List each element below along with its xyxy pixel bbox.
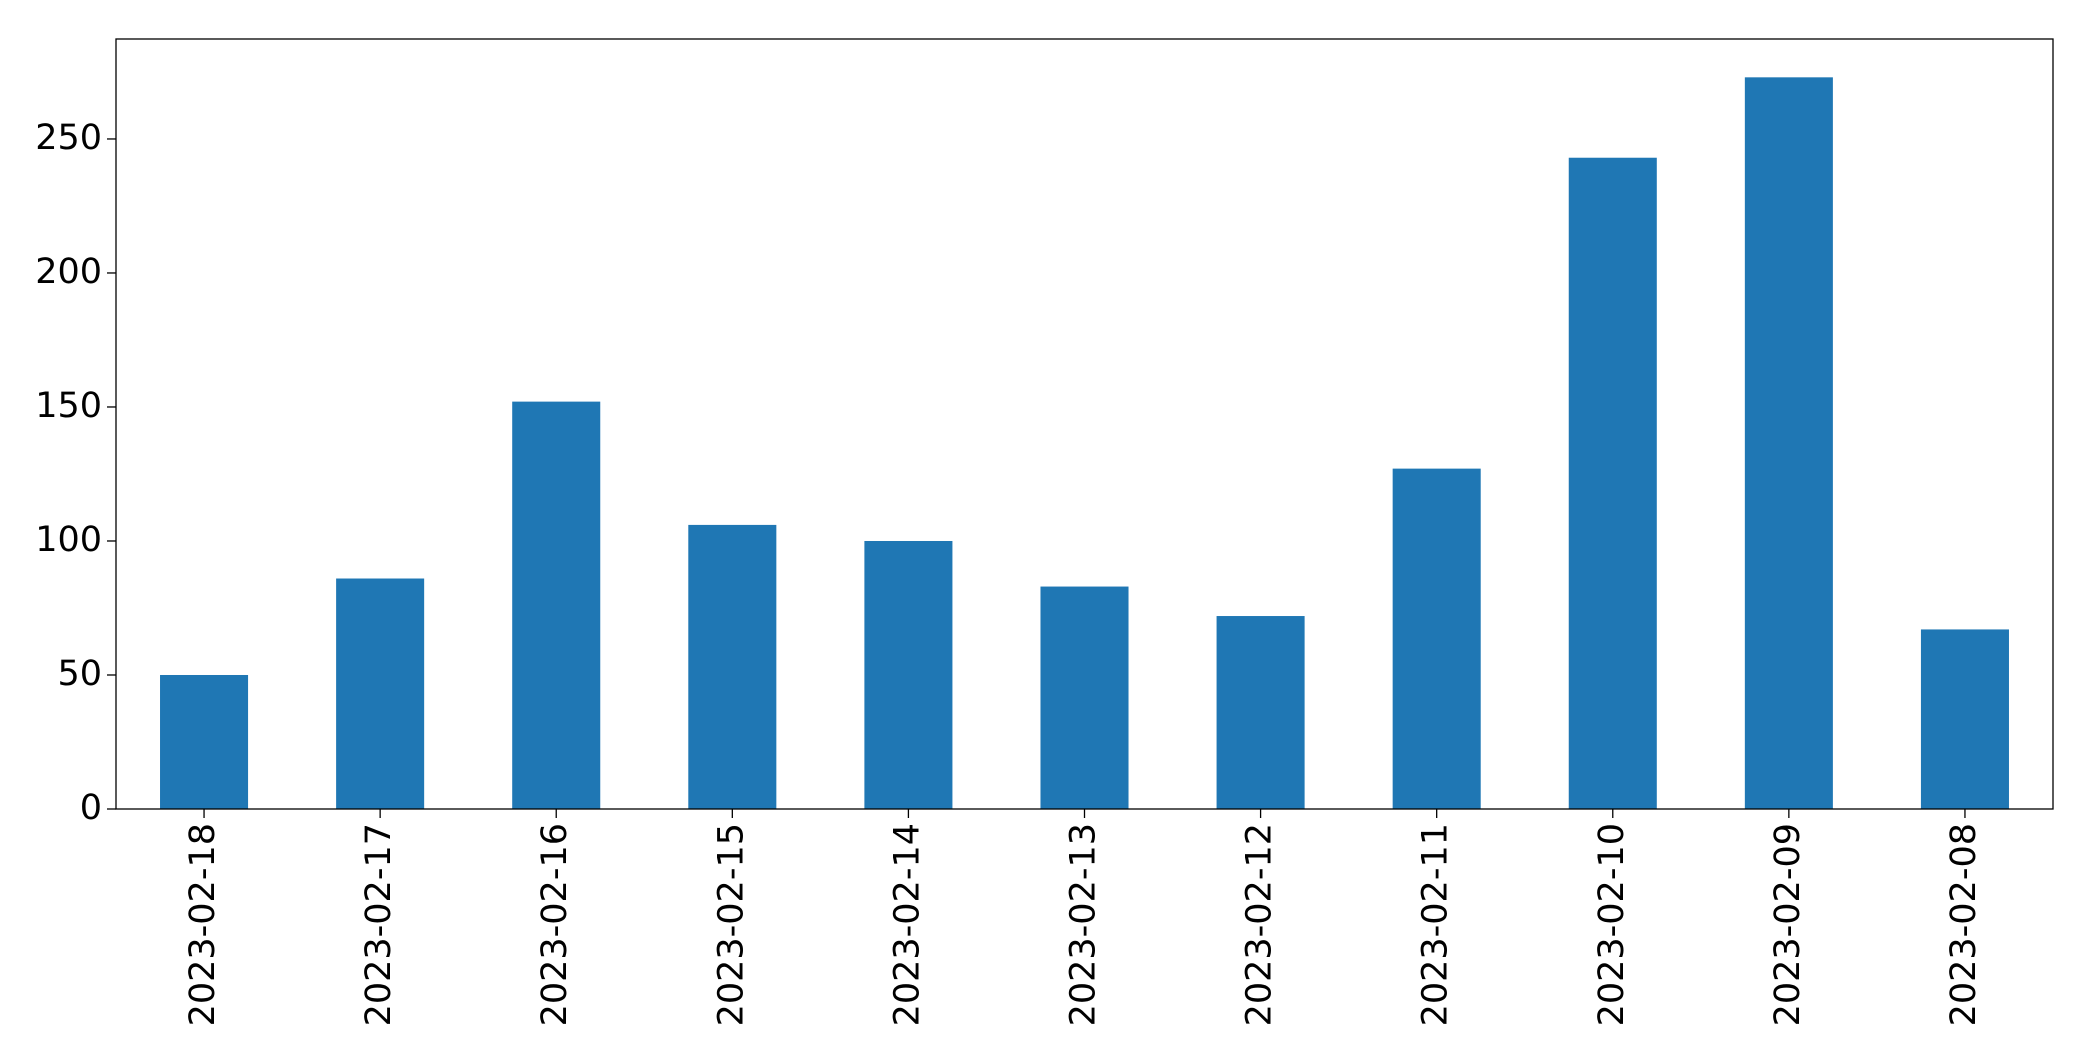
x-tick-label: 2023-02-08: [1944, 823, 1984, 1026]
x-tick-label: 2023-02-10: [1592, 823, 1632, 1026]
bar: [1040, 586, 1129, 809]
y-tick-label: 200: [35, 252, 102, 292]
x-tick-label: 2023-02-13: [1064, 823, 1104, 1026]
x-tick-label: 2023-02-12: [1240, 823, 1280, 1026]
plot-frame: [115, 38, 2054, 810]
x-tick-label: 2023-02-16: [535, 823, 575, 1026]
y-tick-label: 100: [35, 520, 102, 560]
y-tick-label: 0: [80, 788, 102, 828]
x-tick-label: 2023-02-18: [183, 823, 223, 1026]
x-tick-label: 2023-02-11: [1416, 823, 1456, 1026]
x-tick-label: 2023-02-17: [359, 823, 399, 1026]
y-tick-label: 150: [35, 386, 102, 426]
bar: [864, 540, 953, 809]
bar: [1568, 157, 1657, 809]
bar: [688, 524, 777, 809]
bar: [1392, 468, 1481, 809]
y-tick-label: 250: [35, 118, 102, 158]
bar: [1216, 616, 1305, 809]
bar: [160, 674, 249, 809]
x-tick-label: 2023-02-14: [887, 823, 927, 1026]
y-tick-label: 50: [57, 654, 102, 694]
bar: [1920, 629, 2009, 809]
x-tick-label: 2023-02-15: [711, 823, 751, 1026]
bar: [1744, 77, 1833, 809]
bar: [336, 578, 425, 809]
bar: [512, 401, 601, 809]
x-tick-label: 2023-02-09: [1768, 823, 1808, 1026]
